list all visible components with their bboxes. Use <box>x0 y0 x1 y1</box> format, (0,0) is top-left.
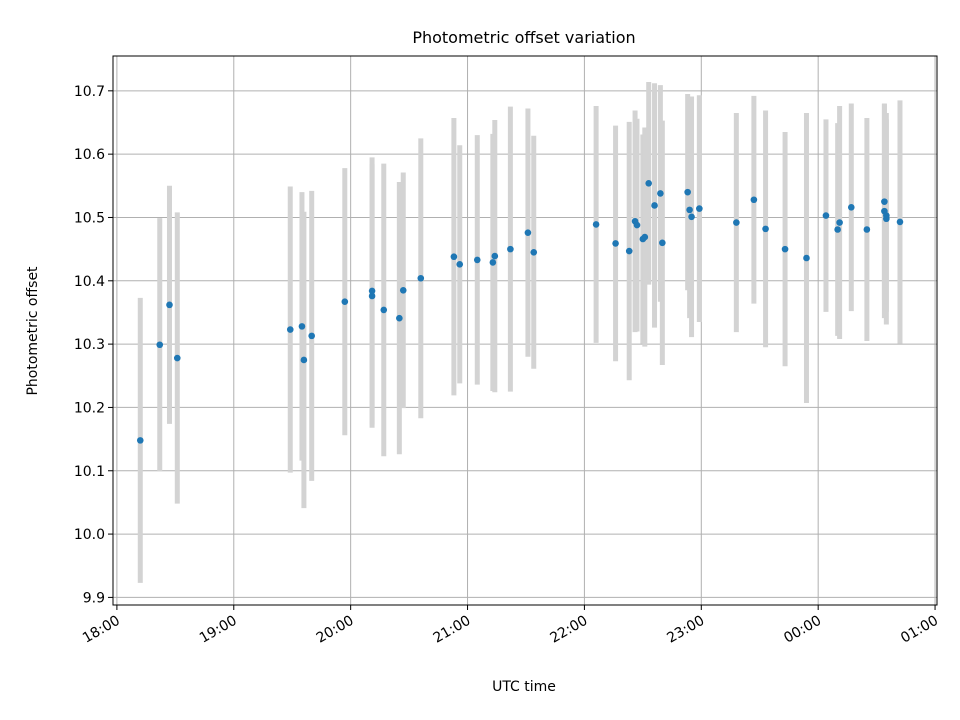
x-tick-label: 19:00 <box>197 613 240 647</box>
data-point <box>896 218 904 226</box>
data-point <box>657 190 664 197</box>
y-tick-label: 10.5 <box>74 210 105 226</box>
y-tick-label: 10.1 <box>74 464 105 480</box>
data-point <box>524 229 532 236</box>
y-tick-label: 10.0 <box>74 527 105 543</box>
data-point <box>847 204 855 211</box>
data-point <box>659 239 666 247</box>
data-point <box>530 248 538 256</box>
data-point <box>286 326 294 333</box>
y-tick-label: 10.7 <box>74 84 105 100</box>
data-point <box>298 323 306 330</box>
data-point <box>651 202 658 209</box>
data-point <box>308 332 315 340</box>
data-point <box>686 206 693 214</box>
y-axis-ticks: 9.9 10.0 10.1 10.2 10.3 10.4 10.5 10.6 10.7 <box>74 84 113 606</box>
y-tick-label: 10.2 <box>74 400 105 416</box>
gridlines <box>113 56 937 605</box>
data-point <box>300 356 308 364</box>
data-point <box>450 253 458 261</box>
data-point <box>688 213 695 221</box>
y-tick-label: 10.6 <box>74 147 105 163</box>
data-point <box>645 179 652 187</box>
data-point <box>173 354 181 362</box>
plot-frame <box>112 55 938 606</box>
y-axis-label: Photometric offset <box>25 266 41 396</box>
data-point <box>696 205 703 212</box>
data-point <box>456 261 464 268</box>
data-point <box>684 188 691 196</box>
data-point <box>822 212 830 219</box>
x-tick-label: 20:00 <box>314 613 357 647</box>
x-tick-label: 21:00 <box>431 613 474 647</box>
data-point <box>641 233 649 241</box>
data-point <box>368 292 376 300</box>
data-point <box>489 259 497 266</box>
data-point <box>399 286 407 294</box>
data-points <box>136 179 904 444</box>
data-point <box>633 221 641 229</box>
data-point <box>396 314 403 322</box>
data-point <box>834 226 841 233</box>
y-tick-label: 10.4 <box>74 274 105 290</box>
chart-title: Photometric offset variation <box>412 28 635 47</box>
data-point <box>883 215 890 223</box>
x-tick-label: 01:00 <box>898 613 941 647</box>
data-point <box>592 221 600 228</box>
data-point <box>507 245 514 253</box>
data-point <box>473 256 481 264</box>
data-point <box>762 225 769 233</box>
x-tick-label: 23:00 <box>664 613 707 647</box>
data-point <box>341 298 349 305</box>
data-point <box>380 306 388 314</box>
data-point <box>166 301 173 309</box>
data-point <box>156 341 164 349</box>
data-point <box>733 219 740 226</box>
x-axis-label: UTC time <box>492 679 556 695</box>
x-tick-label: 00:00 <box>781 613 824 647</box>
y-tick-label: 9.9 <box>83 590 105 606</box>
data-point <box>803 254 810 262</box>
data-point <box>881 198 888 205</box>
data-point <box>781 245 789 253</box>
x-tick-label: 18:00 <box>80 613 123 647</box>
y-tick-label: 10.3 <box>74 337 105 353</box>
data-point <box>836 219 843 226</box>
x-tick-label: 22:00 <box>547 613 590 647</box>
data-point <box>863 226 871 233</box>
data-point <box>750 196 758 204</box>
data-point <box>625 247 633 255</box>
data-point <box>612 240 619 247</box>
data-point <box>368 287 376 295</box>
error-bars <box>137 81 903 583</box>
x-axis-ticks: 18:00 19:00 20:00 21:00 22:00 23:00 00:00 01:00 <box>80 605 941 647</box>
data-point <box>491 252 499 260</box>
data-point <box>417 274 425 282</box>
data-point <box>136 437 144 444</box>
